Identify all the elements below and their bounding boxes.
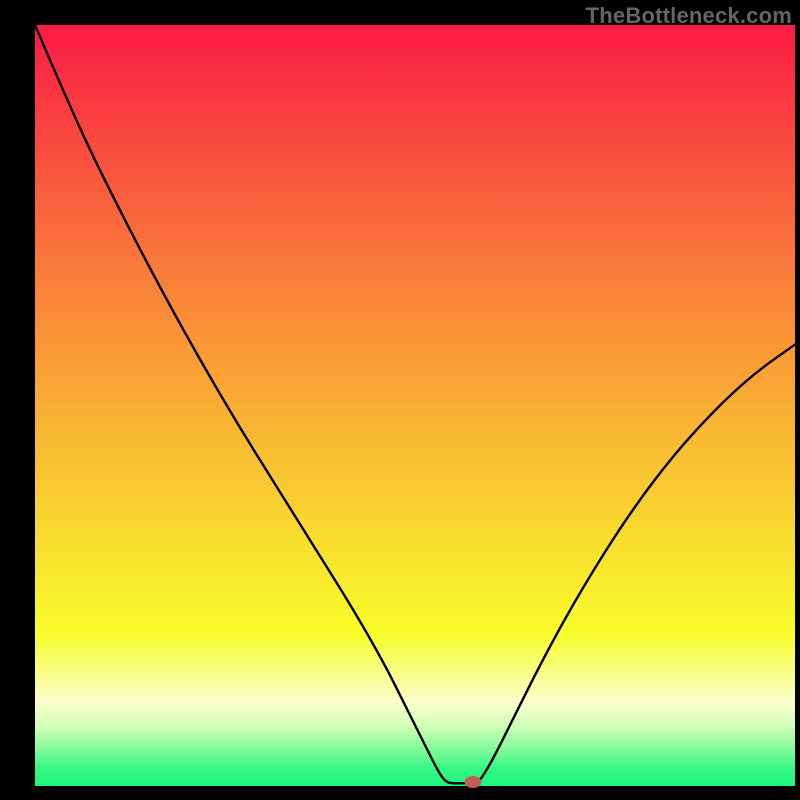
bottleneck-curve bbox=[35, 25, 795, 786]
attribution-label: TheBottleneck.com bbox=[586, 3, 792, 29]
optimal-point-marker bbox=[464, 776, 481, 788]
